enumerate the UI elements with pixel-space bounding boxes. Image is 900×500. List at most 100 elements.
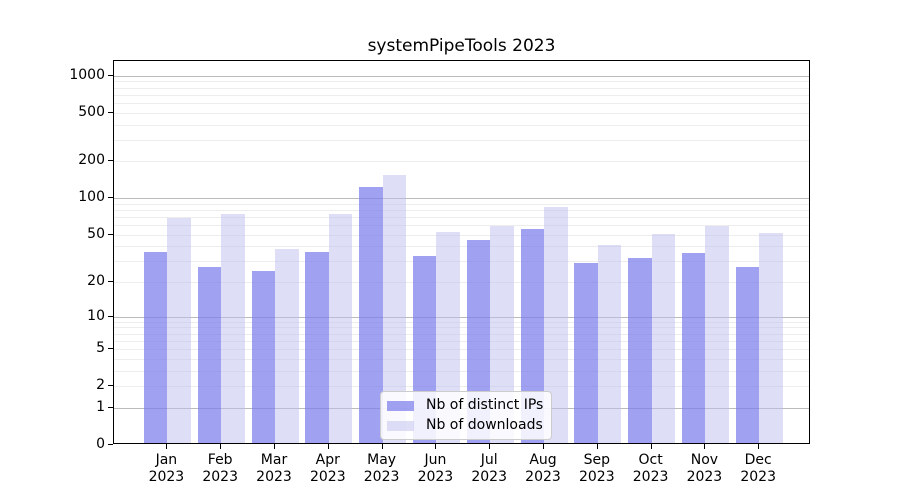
- gridline-major: [114, 198, 809, 200]
- bar-downloads-jul: [490, 226, 514, 443]
- bar-distinct-ips-apr: [305, 251, 329, 443]
- y-tick-mark: [108, 281, 113, 283]
- legend: Nb of distinct IPs Nb of downloads: [380, 391, 553, 440]
- x-tick-label: Apr 2023: [296, 452, 360, 486]
- y-tick-label: 500: [78, 103, 105, 120]
- y-tick-label: 100: [78, 189, 105, 206]
- gridline-minor: [114, 124, 809, 126]
- bar-distinct-ips-may: [359, 186, 383, 443]
- x-tick-label: Jan 2023: [134, 452, 198, 486]
- gridline-minor: [114, 94, 809, 96]
- x-tick-month: Apr: [315, 452, 340, 468]
- gridline-minor: [114, 217, 809, 218]
- bar-distinct-ips-feb: [197, 266, 222, 443]
- y-tick-mark: [108, 406, 113, 408]
- x-tick-year: 2023: [148, 469, 185, 485]
- legend-swatch-distinct-ips: [387, 400, 414, 411]
- legend-swatch-downloads: [387, 420, 414, 431]
- bar-downloads-feb: [221, 213, 245, 443]
- x-tick-mark: [381, 444, 383, 449]
- legend-item-downloads: Nb of downloads: [387, 418, 543, 433]
- legend-item-distinct-ips: Nb of distinct IPs: [387, 398, 543, 413]
- y-tick-label: 2: [96, 377, 105, 393]
- x-tick-month: Sep: [583, 452, 610, 468]
- x-tick-month: Jun: [424, 452, 447, 468]
- gridline-minor: [114, 321, 809, 323]
- gridline-minor: [114, 234, 809, 236]
- x-tick-label: Jul 2023: [457, 452, 521, 486]
- chart-title: systemPipeTools 2023: [367, 36, 556, 56]
- x-tick-month: Nov: [690, 452, 719, 468]
- x-tick-month: Oct: [638, 452, 663, 468]
- gridline-minor: [114, 333, 809, 335]
- x-tick-month: Dec: [744, 452, 772, 468]
- x-tick-month: Jan: [155, 452, 178, 468]
- bar-downloads-aug: [544, 207, 568, 443]
- x-tick-month: Aug: [529, 452, 557, 468]
- y-tick-mark: [108, 74, 113, 76]
- x-tick-year: 2023: [578, 469, 615, 485]
- bar-downloads-may: [382, 175, 407, 443]
- bar-downloads-sep: [597, 244, 622, 443]
- gridline-minor: [114, 203, 809, 205]
- gridline-minor: [114, 161, 809, 163]
- x-tick-month: Jul: [480, 452, 498, 468]
- gridline-minor: [114, 370, 809, 372]
- y-tick-mark: [108, 443, 113, 445]
- x-tick-label: Dec 2023: [726, 452, 790, 486]
- x-tick-year: 2023: [632, 469, 669, 485]
- x-tick-year: 2023: [363, 469, 400, 485]
- gridline-minor: [114, 340, 809, 342]
- plot-area: Nb of distinct IPs Nb of downloads: [113, 60, 810, 444]
- gridline-major: [114, 316, 809, 318]
- x-tick-year: 2023: [525, 469, 561, 485]
- gridline-minor: [114, 87, 809, 89]
- x-tick-label: Aug 2023: [511, 452, 575, 486]
- x-tick-mark: [435, 444, 437, 449]
- bar-distinct-ips-sep: [574, 263, 598, 443]
- gridline-minor: [114, 358, 809, 360]
- x-tick-label: Nov 2023: [672, 452, 736, 486]
- gridline-minor: [114, 225, 809, 227]
- bar-downloads-oct: [651, 234, 676, 443]
- x-tick-mark: [596, 444, 598, 449]
- gridline-minor: [114, 282, 809, 284]
- bar-distinct-ips-aug: [520, 228, 544, 443]
- x-tick-mark: [220, 444, 222, 449]
- x-tick-year: 2023: [417, 469, 454, 485]
- bar-distinct-ips-mar: [251, 271, 275, 443]
- y-tick-mark: [108, 197, 113, 199]
- y-tick-label: 50: [87, 225, 105, 242]
- bar-downloads-dec: [759, 233, 783, 443]
- x-tick-label: Sep 2023: [565, 452, 629, 486]
- bar-downloads-mar: [275, 248, 299, 443]
- y-tick-mark: [108, 160, 113, 162]
- y-tick-label: 20: [87, 273, 105, 290]
- gridline-minor: [114, 327, 809, 329]
- bar-distinct-ips-nov: [681, 253, 706, 443]
- y-tick-mark: [108, 348, 113, 349]
- y-tick-mark: [108, 111, 113, 113]
- x-tick-mark: [489, 444, 491, 449]
- x-tick-mark: [274, 444, 275, 449]
- gridline-minor: [114, 112, 809, 114]
- x-tick-year: 2023: [202, 469, 238, 485]
- bar-distinct-ips-oct: [628, 257, 652, 443]
- x-tick-mark: [543, 444, 544, 449]
- x-tick-year: 2023: [686, 469, 723, 485]
- x-tick-mark: [650, 444, 652, 449]
- bar-downloads-jun: [436, 231, 460, 443]
- gridline-minor: [114, 261, 809, 263]
- bar-downloads-jan: [167, 217, 191, 443]
- y-tick-label: 1000: [69, 66, 105, 83]
- x-tick-mark: [327, 444, 329, 449]
- gridline-minor: [114, 210, 809, 211]
- gridline-minor: [114, 81, 809, 83]
- x-tick-mark: [758, 444, 760, 449]
- y-tick-label: 10: [87, 307, 105, 324]
- x-tick-year: 2023: [740, 469, 776, 485]
- x-tick-month: Mar: [260, 452, 288, 468]
- gridline-minor: [114, 386, 809, 387]
- bar-downloads-apr: [328, 213, 353, 443]
